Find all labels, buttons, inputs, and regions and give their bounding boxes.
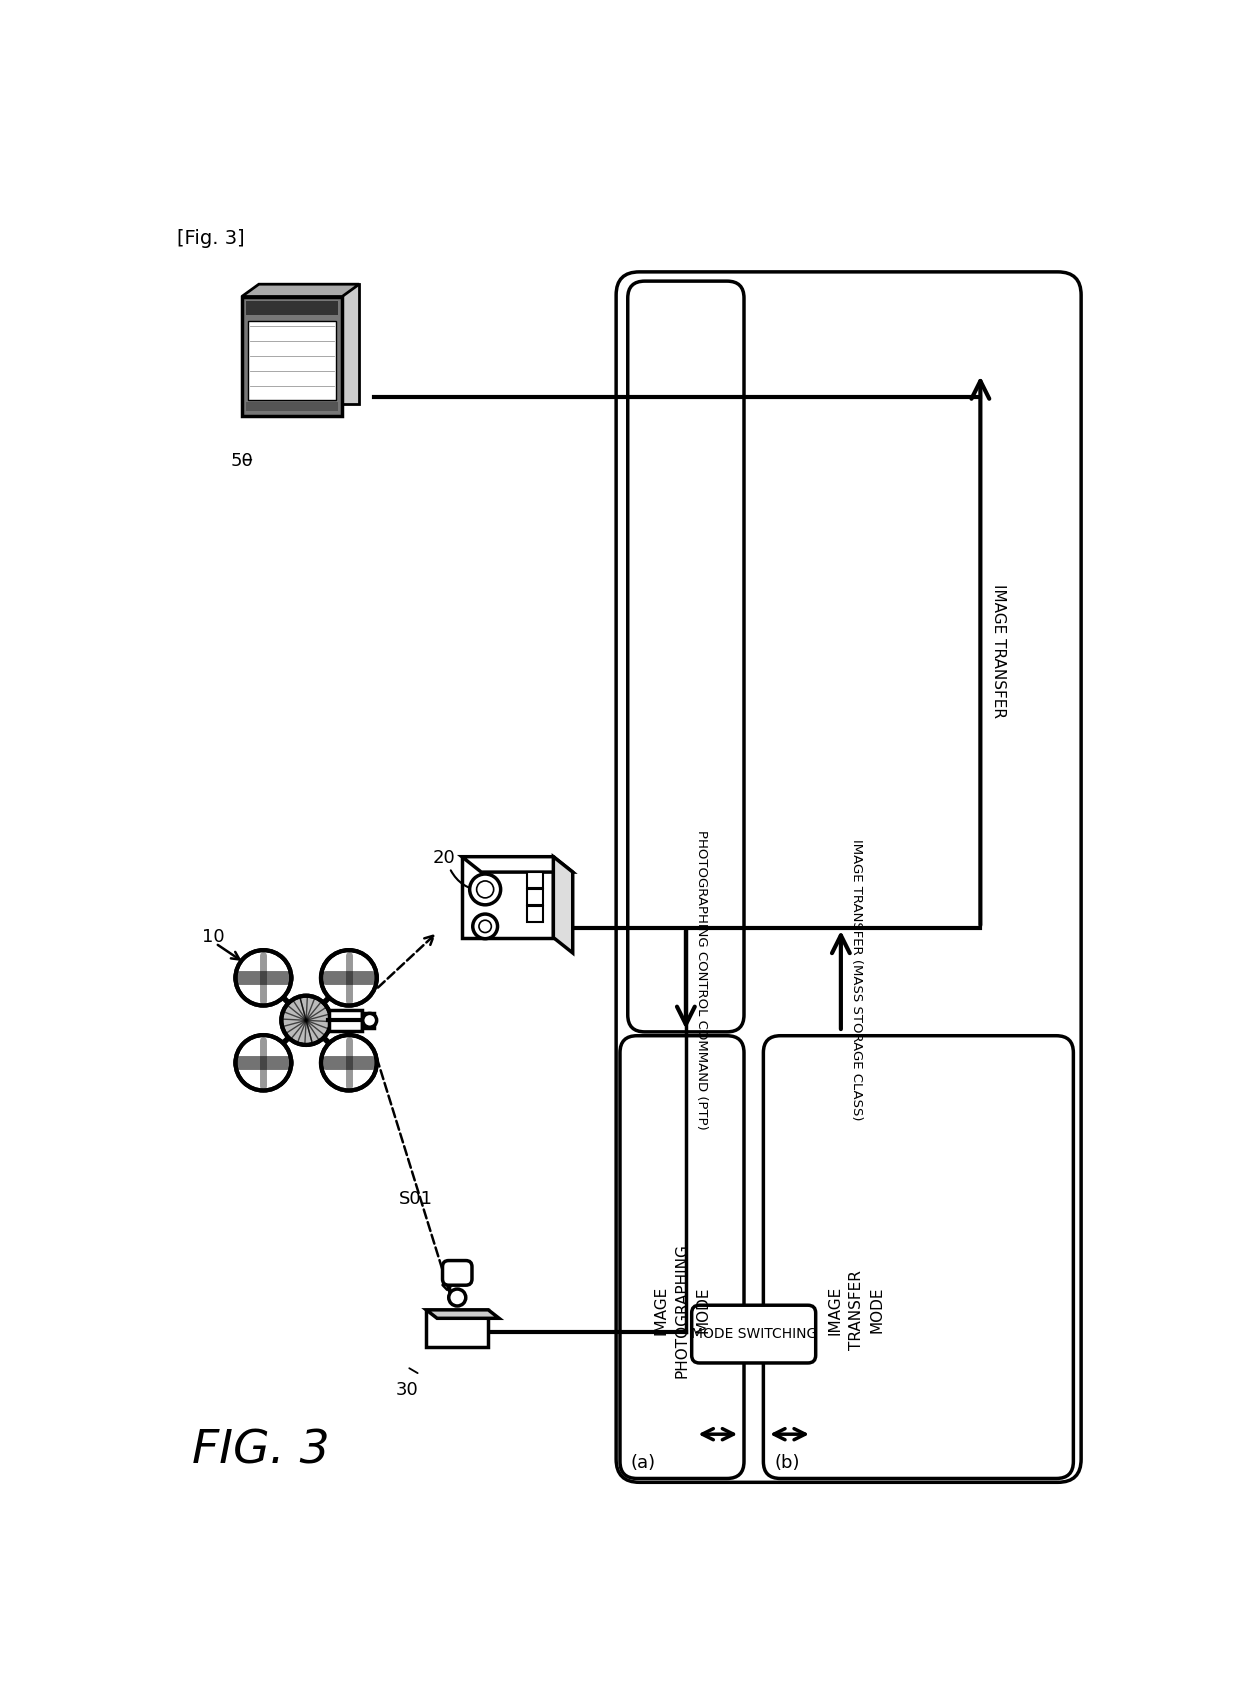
FancyBboxPatch shape — [463, 857, 553, 937]
FancyBboxPatch shape — [362, 1012, 374, 1027]
Circle shape — [321, 1036, 377, 1090]
Circle shape — [449, 1289, 466, 1306]
Ellipse shape — [470, 874, 501, 905]
FancyBboxPatch shape — [692, 1305, 816, 1363]
FancyBboxPatch shape — [620, 1036, 744, 1478]
FancyBboxPatch shape — [627, 281, 744, 1033]
Ellipse shape — [479, 920, 491, 932]
Text: 50: 50 — [231, 452, 253, 469]
Text: FIG. 3: FIG. 3 — [192, 1429, 330, 1473]
Circle shape — [321, 951, 377, 1005]
Text: 30: 30 — [396, 1381, 418, 1398]
Circle shape — [281, 995, 331, 1044]
FancyBboxPatch shape — [427, 1310, 489, 1347]
Polygon shape — [553, 857, 573, 953]
FancyBboxPatch shape — [764, 1036, 1074, 1478]
Text: IMAGE
PHOTOGRAPHING
MODE: IMAGE PHOTOGRAPHING MODE — [653, 1243, 711, 1378]
Text: 10: 10 — [201, 929, 224, 946]
Polygon shape — [242, 284, 360, 296]
FancyBboxPatch shape — [247, 301, 337, 315]
FancyBboxPatch shape — [247, 401, 337, 412]
Polygon shape — [463, 857, 573, 873]
Text: S01: S01 — [399, 1189, 433, 1208]
FancyBboxPatch shape — [443, 1260, 472, 1286]
Polygon shape — [259, 284, 360, 403]
FancyBboxPatch shape — [242, 296, 342, 415]
Circle shape — [362, 1014, 377, 1027]
Text: [Fig. 3]: [Fig. 3] — [176, 228, 244, 248]
Ellipse shape — [472, 913, 497, 939]
FancyBboxPatch shape — [527, 907, 543, 922]
Text: IMAGE TRANSFER: IMAGE TRANSFER — [991, 583, 1006, 718]
Text: 20: 20 — [433, 849, 455, 868]
Text: (a): (a) — [631, 1454, 656, 1473]
FancyBboxPatch shape — [248, 321, 336, 400]
Text: PHOTOGRAPHING CONTROL COMMAND (PTP): PHOTOGRAPHING CONTROL COMMAND (PTP) — [696, 830, 708, 1129]
Ellipse shape — [476, 881, 494, 898]
FancyBboxPatch shape — [616, 272, 1081, 1482]
Circle shape — [236, 951, 291, 1005]
Text: MODE SWITCHING: MODE SWITCHING — [691, 1327, 817, 1340]
FancyBboxPatch shape — [527, 873, 543, 888]
Polygon shape — [427, 1310, 498, 1318]
Text: IMAGE TRANSFER (MASS STORAGE CLASS): IMAGE TRANSFER (MASS STORAGE CLASS) — [851, 839, 863, 1121]
Text: IMAGE
TRANSFER
MODE: IMAGE TRANSFER MODE — [828, 1271, 885, 1351]
FancyBboxPatch shape — [330, 1009, 362, 1031]
Circle shape — [236, 1036, 291, 1090]
Text: (b): (b) — [774, 1454, 800, 1473]
FancyBboxPatch shape — [527, 890, 543, 905]
